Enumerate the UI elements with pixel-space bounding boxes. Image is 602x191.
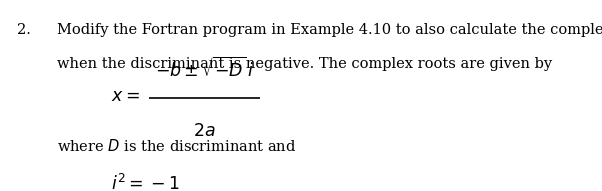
Text: Modify the Fortran program in Example 4.10 to also calculate the complex roots: Modify the Fortran program in Example 4.… (57, 23, 602, 37)
Text: where $D$ is the discriminant and: where $D$ is the discriminant and (57, 138, 297, 154)
Text: $-b \pm \sqrt{-D}\,i$: $-b \pm \sqrt{-D}\,i$ (155, 57, 254, 81)
Text: $2a$: $2a$ (193, 123, 216, 140)
Text: $x =$: $x =$ (111, 88, 140, 105)
Text: when the discriminant is negative. The complex roots are given by: when the discriminant is negative. The c… (57, 57, 552, 71)
Text: 2.: 2. (17, 23, 31, 37)
Text: $i^2 = -1$: $i^2 = -1$ (111, 174, 180, 191)
